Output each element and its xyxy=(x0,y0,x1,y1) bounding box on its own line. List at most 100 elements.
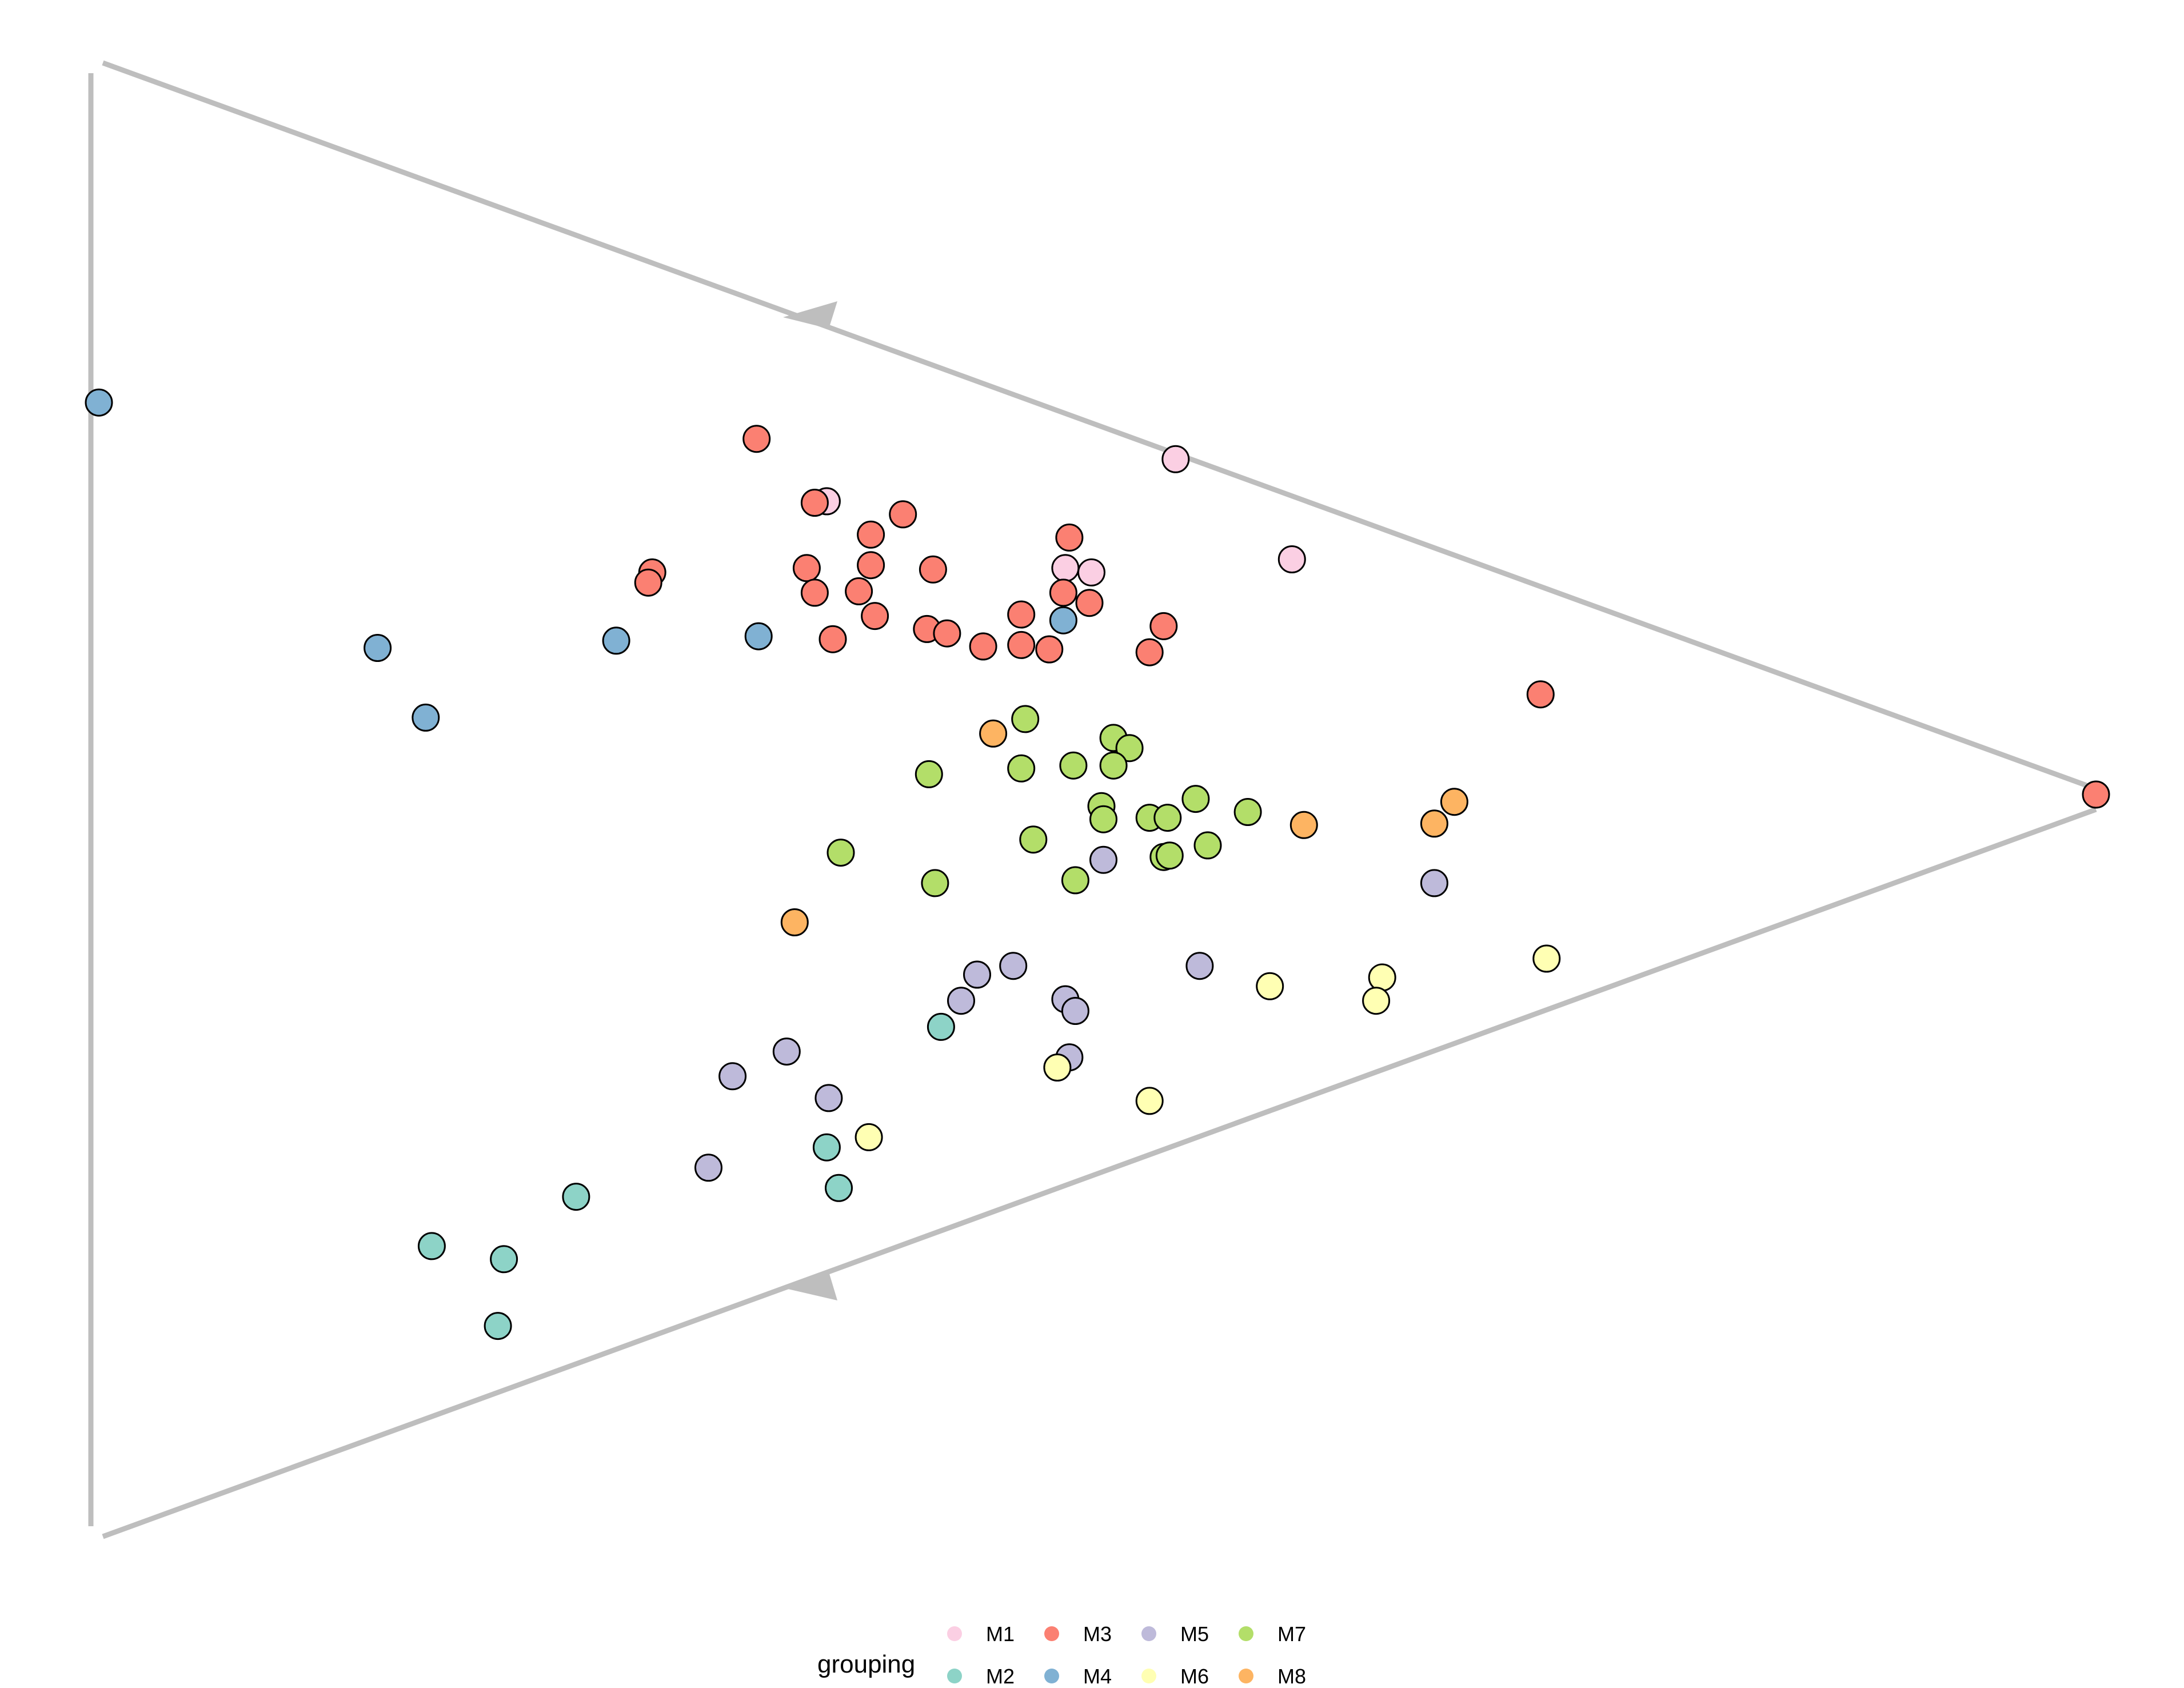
legend-label-m1: M1 xyxy=(986,1622,1015,1646)
point-m4-5 xyxy=(744,622,773,651)
point-m7-7 xyxy=(1099,751,1128,780)
arrow-bottom-icon xyxy=(783,1272,837,1300)
legend-key-m4 xyxy=(1044,1669,1059,1683)
point-m8-2 xyxy=(1289,811,1318,839)
point-m8-5 xyxy=(780,908,809,936)
legend-key-m1 xyxy=(947,1626,962,1641)
point-m2-7 xyxy=(484,1312,512,1340)
point-m3-22 xyxy=(1007,630,1036,659)
point-m5-8 xyxy=(1061,997,1089,1025)
point-m3-25 xyxy=(1526,680,1555,709)
arrow-top-icon xyxy=(783,301,837,329)
legend-key-m5 xyxy=(1141,1626,1156,1641)
legend-label-m3: M3 xyxy=(1083,1622,1112,1646)
point-m4-3 xyxy=(412,703,440,732)
data-points xyxy=(85,388,2110,1340)
point-m7-19 xyxy=(921,869,949,897)
point-m7-11 xyxy=(1153,804,1182,832)
point-m3-2 xyxy=(800,489,829,517)
legend-key-m6 xyxy=(1141,1669,1156,1683)
point-m5-1 xyxy=(1089,845,1117,874)
point-m3-24 xyxy=(1135,638,1164,667)
point-m5-5 xyxy=(963,960,991,989)
legend-key-m8 xyxy=(1239,1669,1253,1683)
legend: grouping M1 M2 M3 M4 M5 M6 M7 M8 xyxy=(817,1622,1306,1688)
point-m7-15 xyxy=(1193,831,1222,860)
point-m4-6 xyxy=(1049,606,1077,635)
point-m5-6 xyxy=(947,987,975,1015)
legend-keys: M1 M2 M3 M4 M5 M6 M7 M8 xyxy=(947,1622,1306,1688)
point-m2-2 xyxy=(812,1133,841,1162)
point-m3-17 xyxy=(1075,589,1104,617)
point-m7-5 xyxy=(1007,754,1036,783)
legend-label-m7: M7 xyxy=(1277,1622,1306,1646)
point-m3-11 xyxy=(800,578,829,607)
point-m3-6 xyxy=(634,568,662,597)
point-m4-2 xyxy=(364,634,392,662)
point-m7-18 xyxy=(1155,841,1184,870)
point-m6-4 xyxy=(1362,987,1391,1015)
point-m5-4 xyxy=(999,952,1028,980)
point-m3-20 xyxy=(933,619,961,648)
point-m2-3 xyxy=(825,1174,853,1202)
point-m3-1 xyxy=(742,425,771,453)
point-m5-3 xyxy=(1185,952,1214,980)
legend-key-m3 xyxy=(1044,1626,1059,1641)
point-m1-2 xyxy=(1161,445,1190,473)
point-m2-6 xyxy=(490,1245,518,1274)
point-m5-10 xyxy=(772,1037,801,1066)
legend-label-m5: M5 xyxy=(1180,1622,1209,1646)
point-m2-5 xyxy=(417,1232,446,1260)
legend-title: grouping xyxy=(817,1650,915,1678)
point-m7-9 xyxy=(1089,805,1117,833)
ternary-frame xyxy=(88,60,2097,1539)
point-m6-1 xyxy=(1532,944,1561,973)
point-m3-9 xyxy=(919,555,947,584)
point-m4-4 xyxy=(602,626,630,655)
legend-key-m7 xyxy=(1239,1626,1253,1641)
point-m5-9 xyxy=(718,1062,747,1091)
legend-label-m6: M6 xyxy=(1180,1665,1209,1688)
point-m7-3 xyxy=(1115,734,1144,763)
point-m8-4 xyxy=(1440,788,1468,816)
point-m7-1 xyxy=(1011,705,1040,733)
point-m3-7 xyxy=(792,554,821,582)
legend-label-m2: M2 xyxy=(986,1665,1015,1688)
point-m7-20 xyxy=(1061,866,1089,895)
point-m6-2 xyxy=(1368,963,1396,992)
point-m6-6 xyxy=(1135,1087,1164,1115)
axis-top-edge xyxy=(102,60,2097,792)
point-m4-1 xyxy=(85,388,113,417)
legend-key-m2 xyxy=(947,1669,962,1683)
point-m3-10 xyxy=(845,577,873,605)
point-m5-13 xyxy=(694,1154,722,1182)
point-m3-23 xyxy=(1035,635,1064,664)
point-m3-19 xyxy=(1149,612,1178,640)
point-m7-16 xyxy=(827,839,855,867)
point-m6-3 xyxy=(1256,972,1284,1000)
point-m3-16 xyxy=(1049,578,1077,607)
point-m7-6 xyxy=(1059,751,1088,780)
point-m8-3 xyxy=(1420,809,1448,838)
point-m7-14 xyxy=(1019,825,1048,854)
point-m1-3 xyxy=(1051,554,1080,582)
point-m8-1 xyxy=(979,719,1008,748)
point-m5-11 xyxy=(814,1084,843,1112)
point-m2-1 xyxy=(927,1012,955,1041)
point-m1-5 xyxy=(1277,545,1306,573)
point-m7-13 xyxy=(1233,798,1262,826)
point-m3-13 xyxy=(818,625,847,653)
point-m6-5 xyxy=(1043,1053,1072,1082)
legend-label-m8: M8 xyxy=(1277,1665,1306,1688)
point-m7-4 xyxy=(915,760,943,788)
point-m3-21 xyxy=(969,632,997,661)
point-m3-3 xyxy=(889,500,917,529)
point-m1-4 xyxy=(1077,558,1105,586)
legend-label-m4: M4 xyxy=(1083,1665,1112,1688)
point-m3-15 xyxy=(1055,523,1084,552)
point-m2-4 xyxy=(562,1183,590,1211)
point-m5-2 xyxy=(1420,869,1448,897)
point-m3-26 xyxy=(2082,780,2110,809)
point-m7-12 xyxy=(1181,785,1210,813)
point-m6-7 xyxy=(855,1123,883,1151)
